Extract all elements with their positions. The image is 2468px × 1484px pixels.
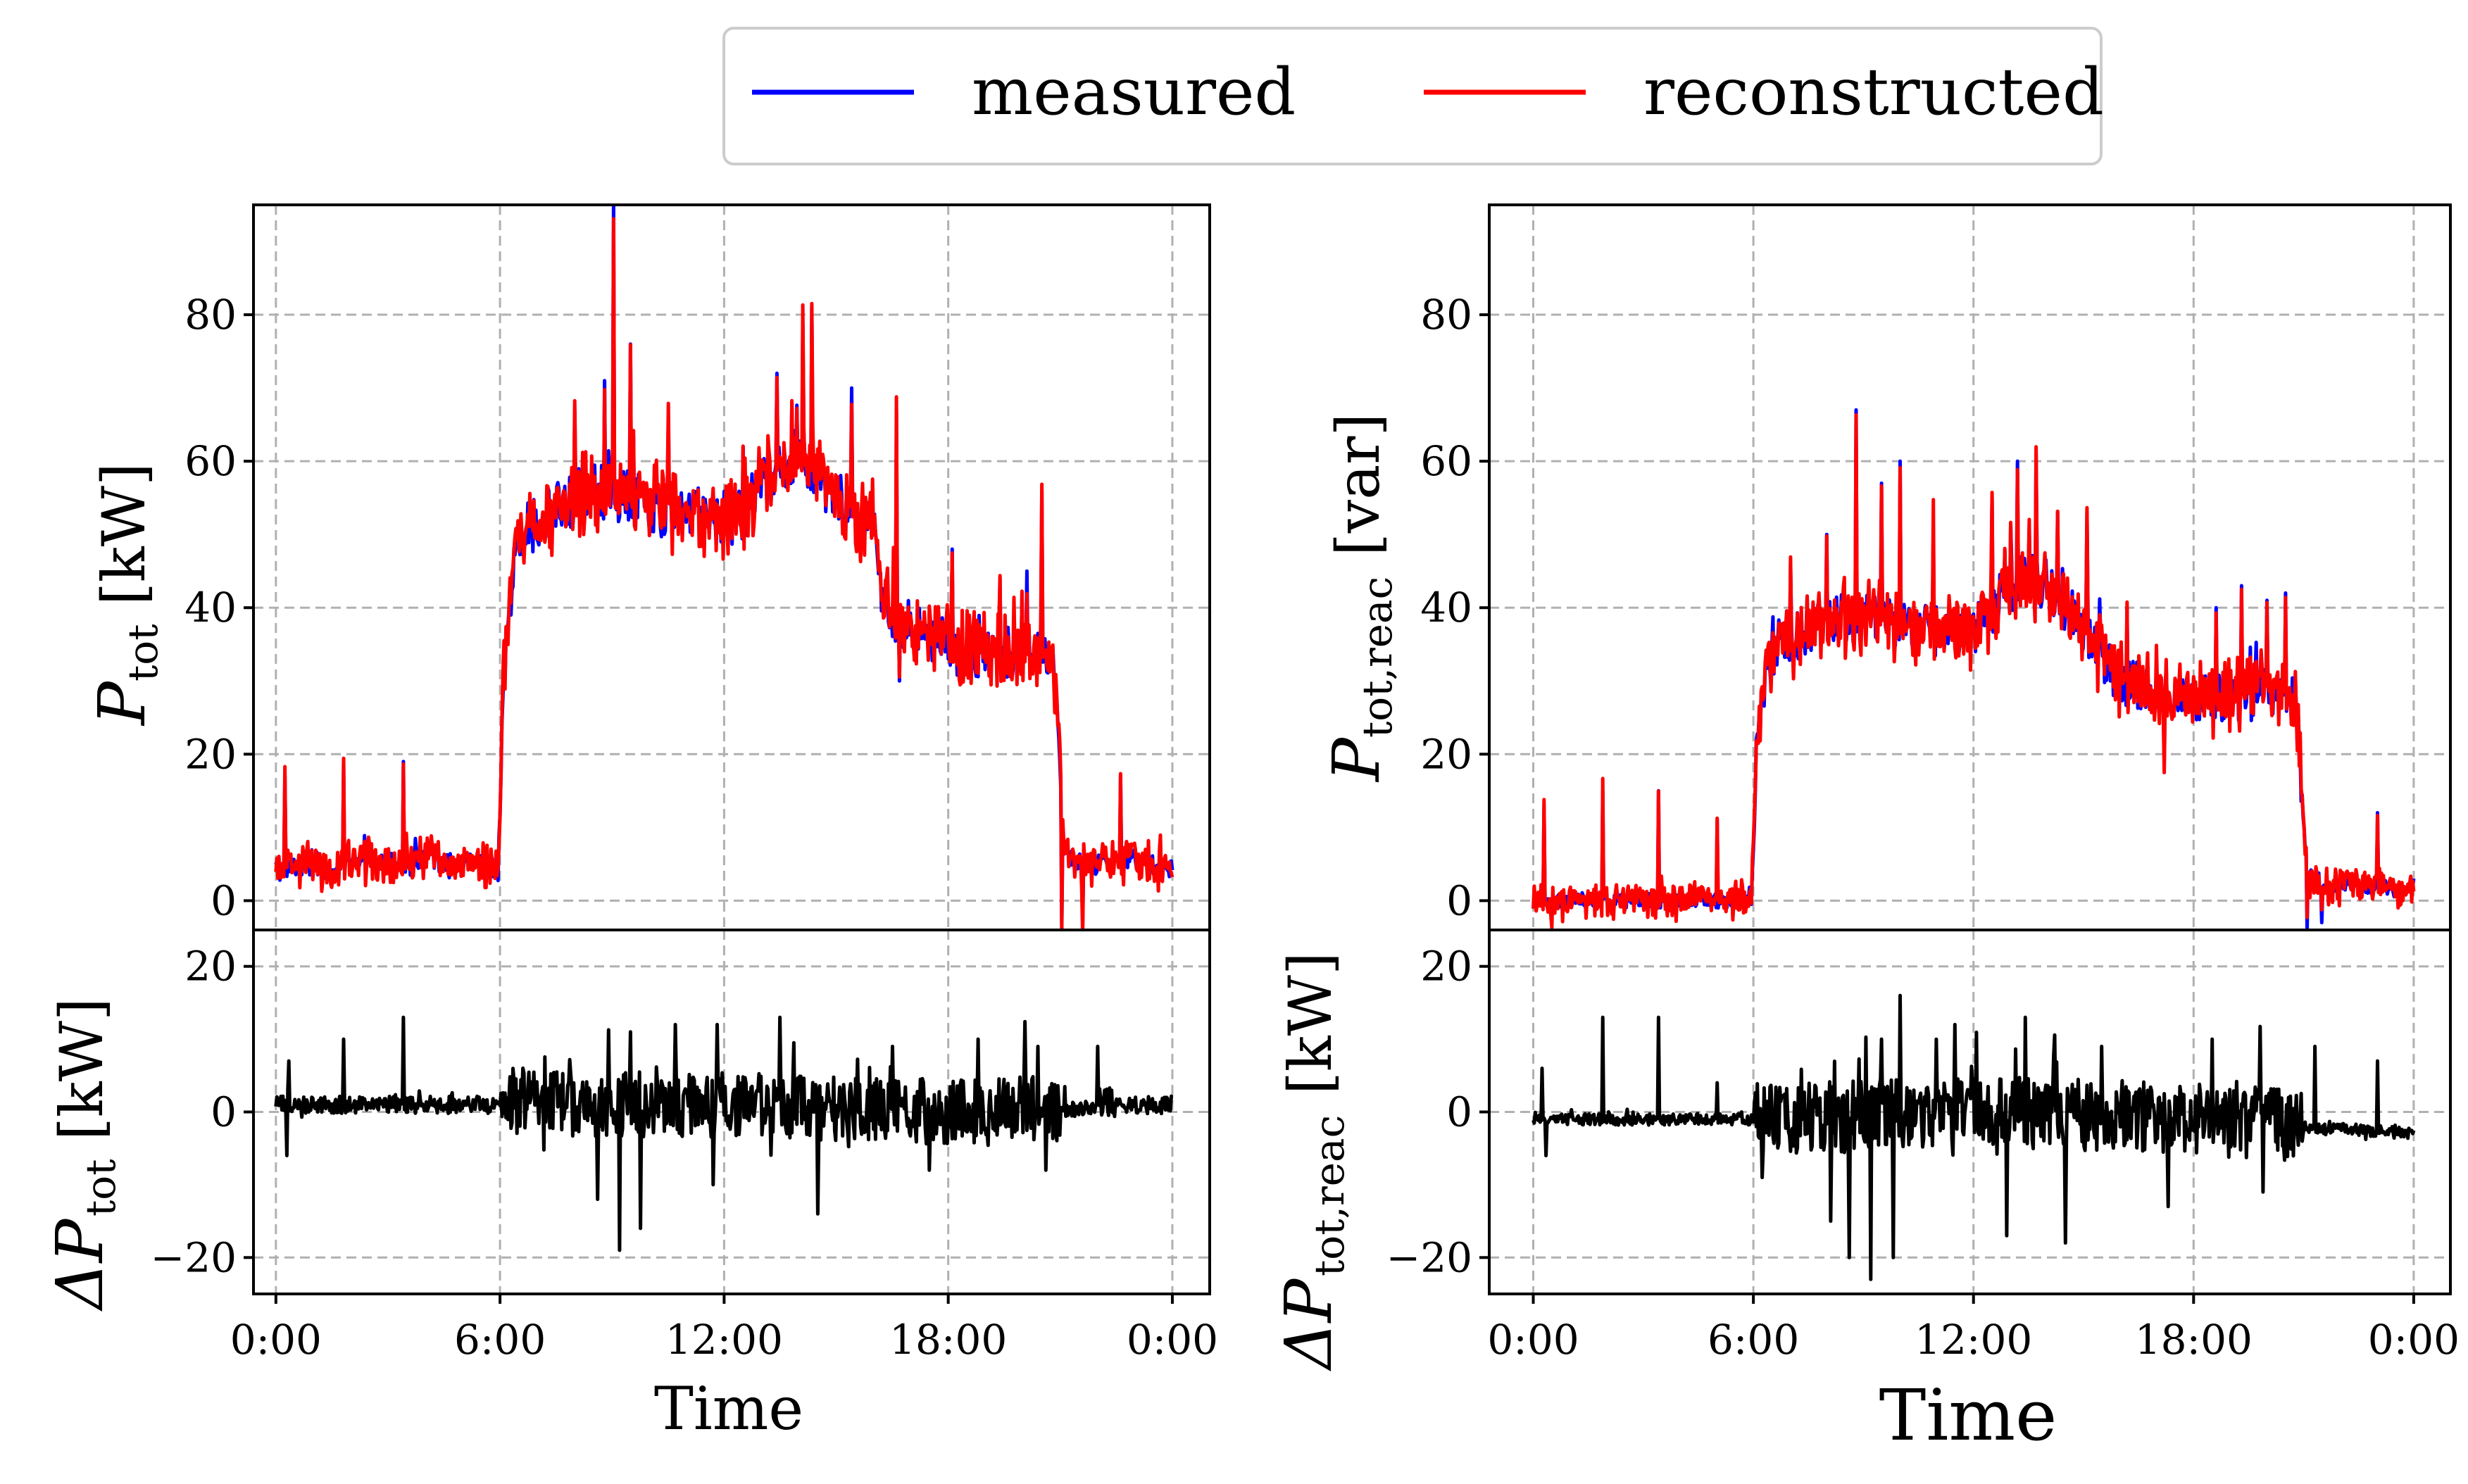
active-top-y-tick-label: 60 [184,437,237,485]
right-bottom-ylabel-main: ΔP [1271,1278,1346,1371]
active-top-reconstructed-line [274,217,1175,930]
reactive-top-y-tick-label: 80 [1420,291,1472,339]
left-bottom-ylabel-sub: tot [77,1159,125,1216]
active-bottom-y-tick-label: 20 [184,943,237,991]
reactive-bottom-x-tick-label: 18:00 [2135,1316,2253,1364]
active-top-y-tick-label: 80 [184,291,237,339]
reactive-top-y-tick-label: 20 [1420,730,1472,778]
left-xlabel: Time [654,1374,803,1443]
active-bottom-x-tick-label: 6:00 [454,1316,546,1364]
right-top-ylabel: P tot,reac [var] [1319,413,1401,783]
active-bottom-x-tick-label: 12:00 [665,1316,783,1364]
reactive-bottom-x-tick-label: 6:00 [1708,1316,1799,1364]
active-top-axes-frame [252,203,1211,931]
reactive-bottom-difference-line [1531,993,2416,1281]
right-bottom-ylabel: ΔP tot,reac [kW] [1271,952,1353,1371]
active-bottom-y-tick-label: 0 [211,1088,237,1136]
legend-measured-label: measured [972,54,1296,130]
legend: measured reconstructed [722,27,2104,165]
reactive-bottom-x-tick-label: 0:00 [1487,1316,1579,1364]
reactive-bottom-x-tick-label: 12:00 [1915,1316,2032,1364]
right-bottom-ylabel-unit: [kW] [1276,952,1345,1095]
active-power-error-plot: −20 0 20 0:00 6:00 12:00 18:00 0:00 [151,929,1218,1364]
right-top-ylabel-main: P [1319,736,1394,783]
left-bottom-ylabel-unit: [kW] [47,998,116,1140]
reactive-power-plot: 0 20 40 60 80 [1420,203,2452,931]
active-bottom-x-tick-label: 0:00 [1127,1316,1218,1364]
right-top-ylabel-sub: tot,reac [1353,577,1401,738]
active-bottom-x-tick-label: 18:00 [889,1316,1007,1364]
legend-reconstructed-label: reconstructed [1643,54,2104,130]
left-top-ylabel: P tot [kW] [84,463,167,727]
reactive-top-axes-frame [1488,203,2452,931]
right-xlabel: Time [1879,1374,2057,1457]
active-bottom-y-tick-label: −20 [151,1233,237,1281]
reactive-top-reconstructed-line [1531,413,2416,930]
left-top-ylabel-main: P [84,680,160,727]
active-bottom-difference-line [274,1015,1174,1252]
active-top-y-tick-label: 0 [211,876,237,924]
active-top-y-tick-label: 20 [184,730,237,778]
active-top-y-tick-label: 40 [184,584,237,631]
left-top-ylabel-sub: tot [119,624,167,681]
reactive-top-y-tick-label: 60 [1420,437,1472,485]
left-bottom-ylabel: ΔP tot [kW] [42,998,125,1312]
active-power-plot: 0 20 40 60 80 [184,203,1211,931]
reactive-top-y-tick-label: 40 [1420,584,1472,631]
reactive-bottom-y-tick-label: −20 [1386,1233,1472,1281]
right-bottom-ylabel-sub: tot,reac [1305,1115,1353,1276]
reactive-bottom-y-tick-label: 20 [1420,943,1472,991]
reactive-bottom-y-tick-label: 0 [1446,1088,1472,1136]
right-top-ylabel-unit: [var] [1324,413,1393,556]
legend-frame [722,27,2103,165]
active-bottom-x-tick-label: 0:00 [230,1316,322,1364]
reactive-power-error-plot: −20 0 20 0:00 6:00 12:00 18:00 0:00 [1386,929,2460,1364]
left-bottom-ylabel-main: ΔP [42,1218,118,1312]
left-top-ylabel-unit: [kW] [89,463,158,605]
reactive-bottom-x-tick-label: 0:00 [2368,1316,2460,1364]
reactive-top-y-tick-label: 0 [1446,876,1472,924]
